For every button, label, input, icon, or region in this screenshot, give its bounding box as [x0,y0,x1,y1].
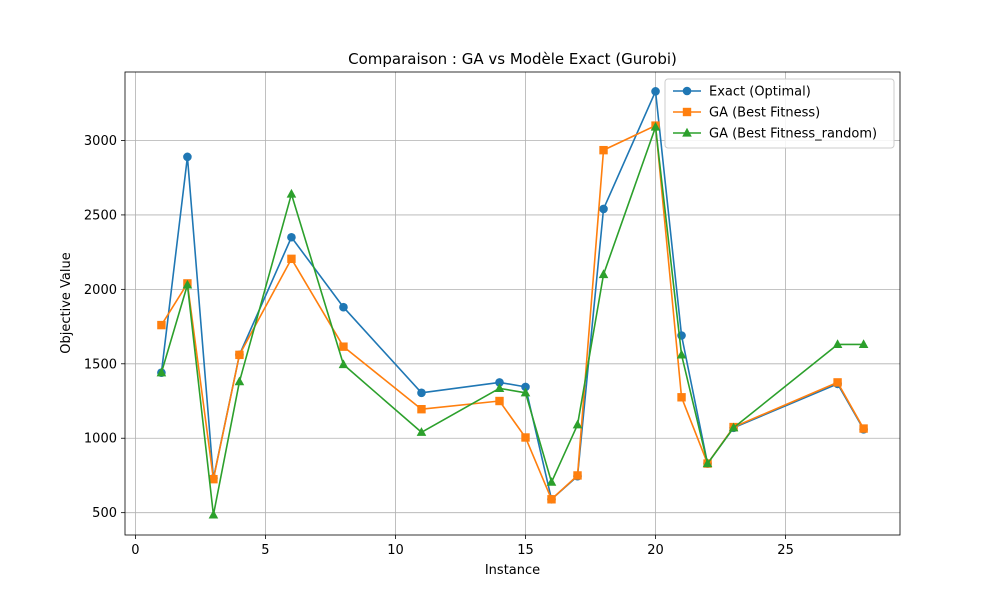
data-point [520,387,531,397]
data-point [417,388,426,398]
y-tick-label: 500 [92,506,117,521]
axes [121,71,901,539]
data-point [208,509,219,519]
y-tick-label: 1000 [84,432,117,447]
grid-lines [125,72,900,535]
data-point [286,188,297,198]
x-tick-label: 5 [261,543,269,558]
data-point [599,204,608,214]
data-point [521,382,530,392]
data-point [546,476,557,486]
legend-box [664,78,895,149]
data-point [651,87,660,96]
data-point [858,339,869,349]
y-tick-label: 2500 [84,208,117,223]
data-point [339,302,348,312]
legend-entry: Exact (Optimal) [673,85,811,100]
data-point [339,342,348,351]
data-point [728,422,739,432]
data-point [416,427,427,436]
legend-marker [682,86,692,96]
x-tick-label: 0 [131,543,139,558]
legend-label: Exact (Optimal) [709,85,811,100]
legend-marker [682,127,692,137]
legend-entry: GA (Best Fitness_random) [673,127,877,142]
series-2 [157,121,868,504]
data-point [235,350,244,360]
x-tick-label: 10 [387,543,404,558]
data-point [859,424,868,433]
tick-labels: 0 5 10 15 20 25 500 1000 1500 2000 2500 3000 [84,134,794,558]
data-point [183,152,192,162]
y-tick-label: 2000 [84,283,117,298]
data-point [832,339,843,349]
data-point [572,419,583,429]
series-line [160,124,865,501]
data-point [338,359,349,369]
data-point [287,232,296,242]
y-tick-label: 3000 [84,134,117,149]
legend-label: GA (Best Fitness) [709,106,820,121]
legend-marker [682,107,692,117]
data-point [702,458,713,468]
data-point [599,145,608,155]
data-point [287,254,296,264]
y-tick-label: 1500 [84,357,117,372]
x-tick-label: 20 [647,543,664,558]
data-point [209,474,218,484]
series-3 [156,121,869,519]
data-point [494,383,505,392]
plot-frame [124,71,901,536]
series-line [160,126,864,516]
series-layer [156,87,869,519]
legend-label: GA (Best Fitness_random) [709,127,877,142]
data-point [676,349,687,359]
data-point [234,376,245,386]
chart-title: Comparaison : GA vs Modèle Exact (Gurobi… [348,50,677,68]
data-point [598,269,609,279]
data-point [156,367,167,377]
data-point [495,378,504,387]
data-point [417,405,426,414]
x-tick-label: 15 [517,543,534,558]
data-point [157,320,166,330]
data-point [182,279,193,289]
data-point [833,378,842,387]
legend-entry: GA (Best Fitness) [673,106,820,121]
x-axis-label: Instance [485,563,540,578]
x-tick-label: 25 [777,543,794,558]
legend: Exact (Optimal) GA (Best Fitness) GA (Best… [664,78,895,149]
data-point [650,121,661,131]
data-point [573,471,582,480]
y-axis-label: Objective Value [59,252,74,353]
data-point [677,393,686,402]
data-point [547,495,556,504]
data-point [521,433,530,442]
data-point [495,396,504,406]
